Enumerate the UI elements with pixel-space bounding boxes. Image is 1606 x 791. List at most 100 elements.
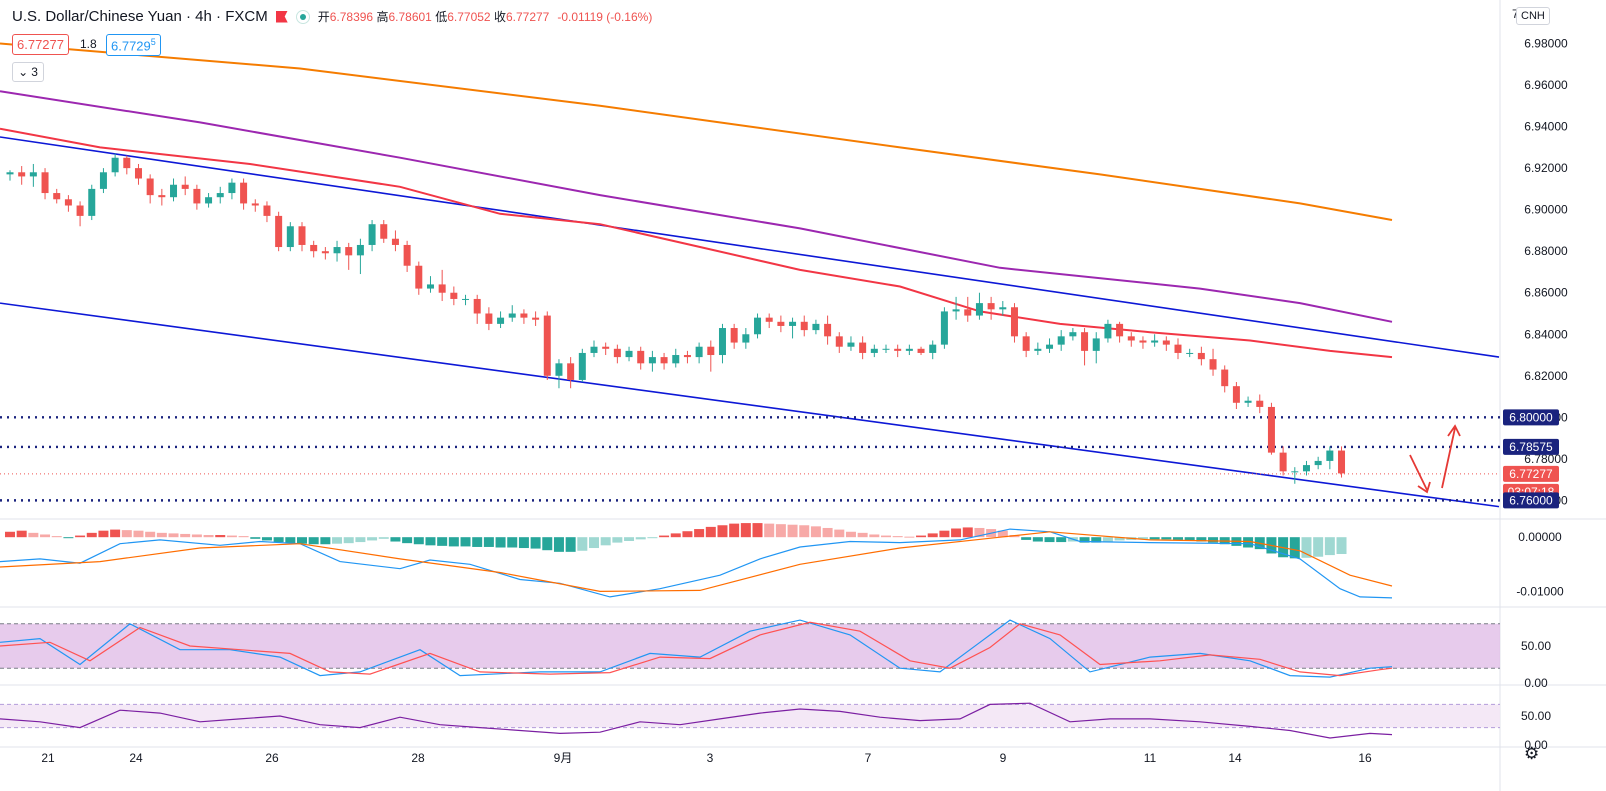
- macd-histogram-bar: [717, 525, 728, 538]
- gear-icon[interactable]: ⚙: [1524, 744, 1540, 763]
- macd-histogram-bar: [530, 537, 541, 549]
- macd-histogram-bar: [437, 537, 448, 546]
- macd-histogram-bar: [577, 537, 588, 551]
- candle-body: [321, 251, 329, 254]
- candle-body: [777, 321, 785, 326]
- candle-body: [64, 199, 72, 206]
- macd-histogram-bar: [916, 535, 927, 538]
- macd-histogram-bar: [261, 537, 272, 541]
- candle-body: [964, 309, 972, 316]
- macd-histogram-bar: [145, 531, 156, 538]
- macd-histogram-bar: [1313, 537, 1324, 557]
- macd-histogram-bar: [425, 537, 436, 546]
- macd-histogram-bar: [553, 537, 564, 552]
- macd-histogram-bar: [5, 531, 15, 538]
- candle-body: [170, 184, 178, 198]
- candle-body: [1022, 336, 1030, 351]
- macd-histogram-bar: [997, 530, 1008, 538]
- candle-body: [555, 363, 563, 376]
- indicator-collapse-button[interactable]: ⌄ 3: [12, 62, 44, 82]
- candle-body: [310, 244, 318, 252]
- candle-body: [543, 315, 551, 376]
- macd-histogram-bar: [215, 535, 226, 538]
- candle-body: [683, 355, 691, 358]
- candle-body: [123, 157, 131, 169]
- candle-body: [426, 284, 434, 289]
- macd-histogram-bar: [962, 527, 973, 538]
- candle-body: [578, 352, 586, 380]
- flag-icon[interactable]: [275, 10, 288, 23]
- macd-histogram-bar: [156, 532, 167, 538]
- level-price-label-bg: [1503, 409, 1559, 426]
- candle-body: [940, 311, 948, 345]
- macd-histogram-bar: [495, 537, 506, 548]
- macd-histogram-bar: [845, 531, 856, 538]
- candle-body: [18, 172, 26, 177]
- price-tick-label: 6.96000: [1524, 78, 1568, 92]
- macd-histogram-bar: [951, 528, 962, 538]
- candle-body: [660, 357, 668, 364]
- candle-body: [251, 203, 259, 206]
- candle-body: [1302, 465, 1310, 472]
- macd-histogram-bar: [1114, 537, 1125, 541]
- candle-body: [111, 157, 119, 173]
- rsi-tick-label: 0.00: [1524, 738, 1548, 752]
- time-tick-label: 3: [707, 751, 714, 765]
- macd-histogram-bar: [40, 534, 51, 538]
- macd-histogram-bar: [203, 535, 214, 538]
- macd-histogram-bar: [892, 536, 903, 538]
- macd-histogram-bar: [670, 533, 681, 538]
- annotation-down-arrow: [1409, 454, 1431, 494]
- candle-body: [882, 348, 890, 350]
- macd-histogram-bar: [810, 526, 821, 538]
- chart-header: U.S. Dollar/Chinese Yuan · 4h · FXCM 开6.…: [12, 8, 652, 25]
- macd-histogram-bar: [542, 537, 553, 551]
- candle-body: [508, 313, 516, 318]
- macd-histogram-bar: [589, 537, 599, 549]
- candle-body: [1267, 406, 1275, 453]
- candle-body: [1104, 323, 1112, 339]
- macd-histogram-bar: [904, 536, 915, 538]
- candle-body: [905, 348, 913, 351]
- candle-body: [789, 321, 797, 326]
- macd-tick-label: 0.00000: [1518, 530, 1562, 544]
- candle-body: [730, 328, 738, 343]
- sell-price-button[interactable]: 6.77277: [12, 34, 69, 55]
- candle-body: [286, 226, 294, 248]
- candle-body: [625, 350, 633, 358]
- candle-body: [134, 168, 142, 179]
- candle-body: [1232, 386, 1240, 403]
- macd-histogram-bar: [1173, 537, 1183, 540]
- macd-histogram-bar: [402, 537, 413, 544]
- macd-histogram-bar: [133, 530, 144, 538]
- candle-body: [648, 357, 656, 364]
- macd-histogram-bar: [390, 537, 401, 542]
- candle-body: [438, 284, 446, 293]
- time-tick-label: 14: [1228, 751, 1242, 765]
- macd-histogram-bar: [1184, 537, 1195, 541]
- macd-histogram-bar: [1137, 537, 1148, 540]
- candle-body: [1151, 340, 1159, 343]
- macd-tick-label: -0.01000: [1516, 584, 1564, 598]
- candle-body: [613, 348, 621, 358]
- candle-body: [228, 182, 236, 194]
- candle-body: [520, 313, 528, 318]
- candle-body: [345, 247, 353, 256]
- currency-badge[interactable]: CNH: [1516, 7, 1550, 25]
- candle-body: [1209, 359, 1217, 370]
- macd-histogram-bar: [110, 529, 121, 538]
- candle-body: [240, 182, 248, 204]
- candle-body: [99, 172, 107, 189]
- macd-histogram-bar: [483, 537, 494, 547]
- candle-body: [1010, 307, 1018, 337]
- candle-body: [1057, 336, 1065, 345]
- macd-histogram-bar: [705, 526, 716, 538]
- candle-body: [1162, 340, 1170, 345]
- price-tick-label: 6.90000: [1524, 203, 1568, 217]
- symbol-title[interactable]: U.S. Dollar/Chinese Yuan · 4h · FXCM: [12, 8, 268, 25]
- ma-red-line: [0, 127, 1393, 359]
- macd-histogram-bar: [448, 537, 459, 547]
- buy-price-button[interactable]: 6.77295: [106, 34, 161, 57]
- time-tick-label: 26: [265, 751, 279, 765]
